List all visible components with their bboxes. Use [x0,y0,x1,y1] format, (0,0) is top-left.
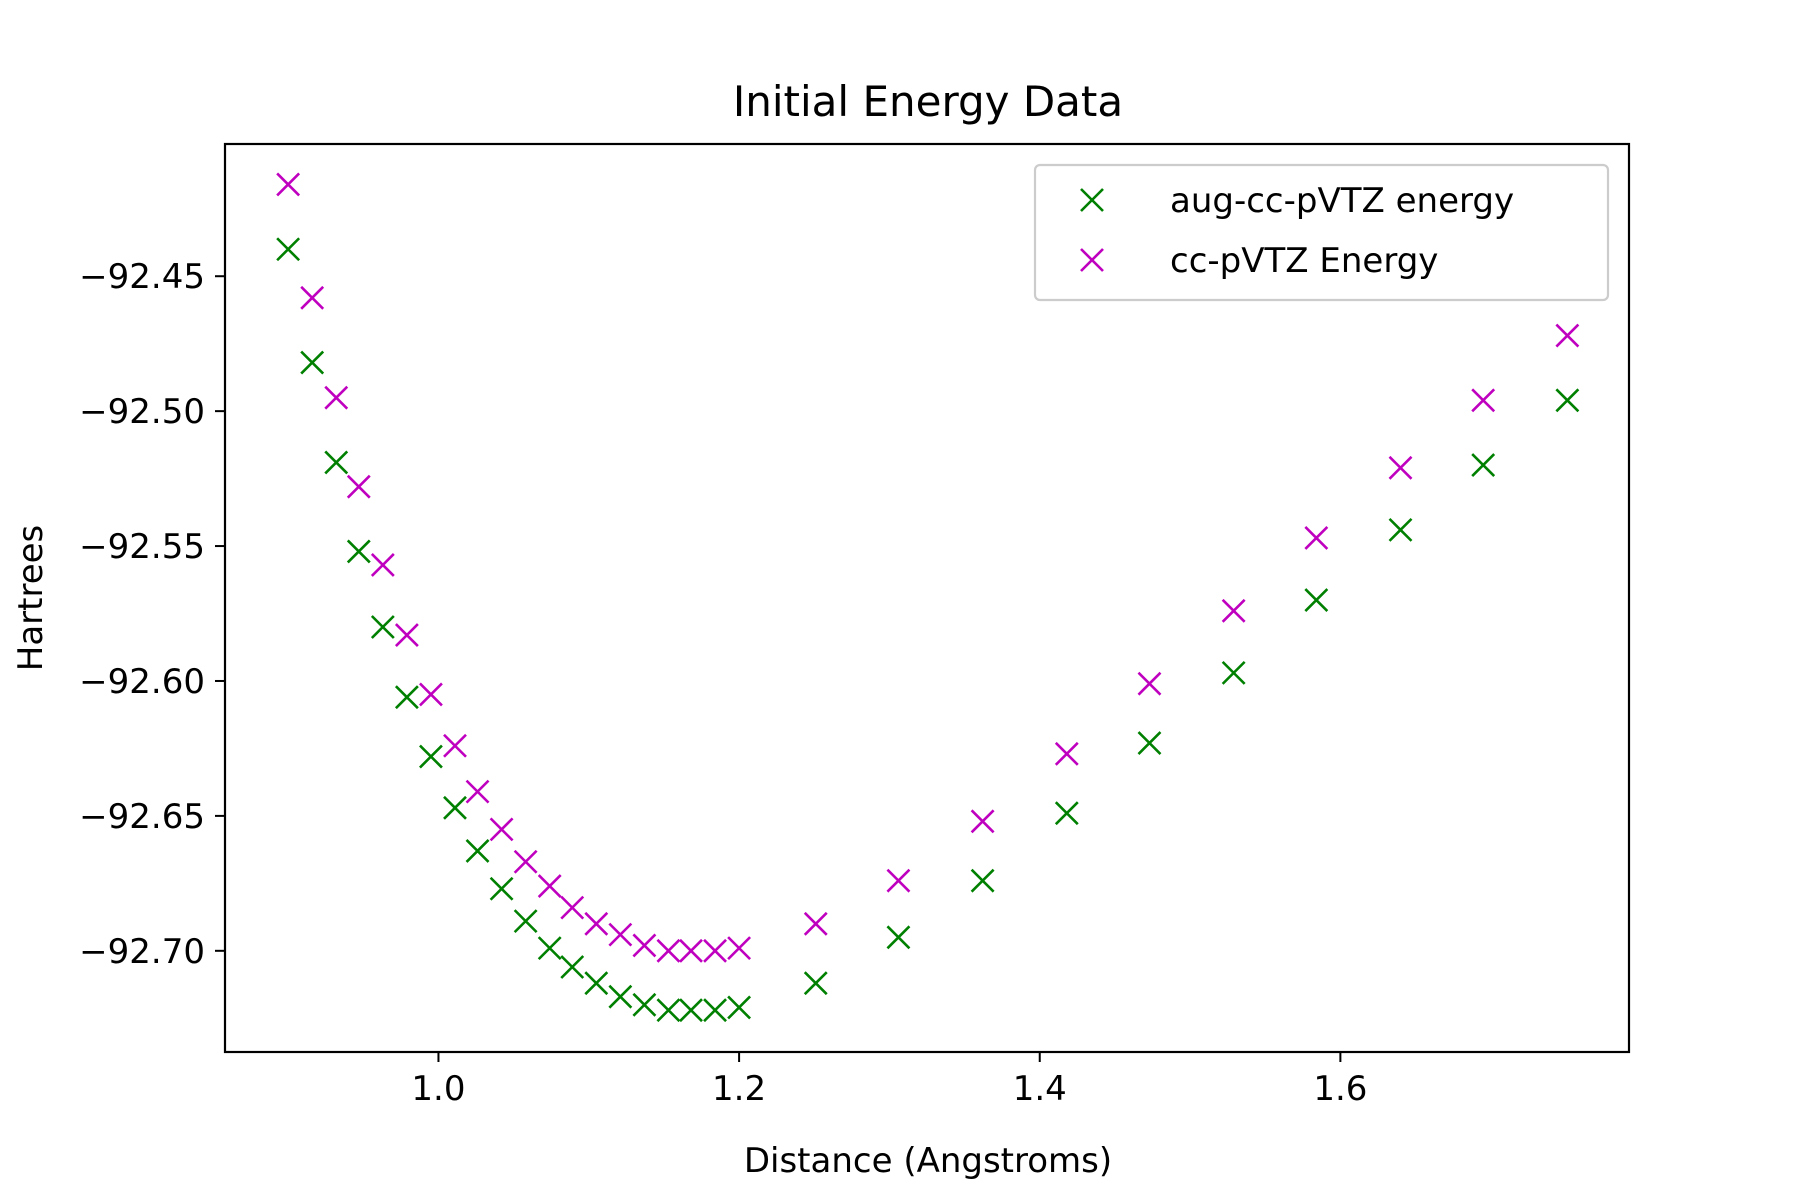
data-point [346,539,371,564]
data-point [679,998,703,1023]
legend: aug-cc-pVTZ energy cc-pVTZ Energy [1033,163,1610,302]
data-point [276,172,301,197]
data-point [584,971,609,996]
y-tick-label: −92.45 [79,257,205,297]
data-point [632,933,657,958]
data-point [560,895,585,920]
data-point [370,615,395,639]
data-point [886,925,911,950]
data-point [1137,671,1162,696]
x-tick-label: 1.2 [712,1069,766,1109]
data-point [537,936,562,961]
x-tick-label: 1.0 [411,1069,465,1109]
data-points [276,172,1580,1023]
y-axis-ticks: −92.45 −92.50 −92.55 −92.60 −92.65 −92.70 [79,257,225,972]
y-tick-label: −92.60 [79,662,205,702]
data-point [703,998,727,1023]
data-point [489,817,514,842]
data-point [1304,588,1329,612]
data-point [324,450,349,475]
data-point [656,938,681,963]
data-point [1137,731,1162,755]
data-point [886,868,911,893]
data-point [560,955,585,979]
y-tick-label: −92.55 [79,527,205,567]
plot-frame [223,142,1631,1054]
data-point [443,733,467,758]
data-point [419,744,443,769]
y-tick-label: −92.65 [79,797,205,837]
data-point [489,876,514,901]
chart-title: Initial Energy Data [733,77,1123,126]
data-point [370,553,395,577]
data-point [324,385,349,410]
data-point [394,623,419,648]
data-point [584,911,609,936]
data-point [465,779,490,804]
data-point [1555,388,1580,413]
y-tick-label: −92.50 [79,392,205,432]
x-axis-label: Distance (Angstroms) [744,1141,1112,1181]
data-point [394,685,419,710]
data-point [1221,660,1246,685]
series-2 [276,172,1580,963]
data-point [1054,801,1079,826]
data-point [300,350,325,375]
data-point [1471,388,1496,413]
x-tick-label: 1.4 [1013,1069,1067,1109]
data-point [276,237,301,262]
data-point [513,909,538,934]
data-point [803,911,828,936]
legend-entry: cc-pVTZ Energy [1080,241,1438,281]
data-point [1054,741,1079,766]
data-point [632,992,657,1017]
data-point [1471,453,1496,478]
data-point [1221,598,1246,623]
data-point [300,285,325,310]
data-point [656,998,681,1023]
data-point [703,938,727,963]
legend-label: aug-cc-pVTZ energy [1170,181,1514,221]
data-point [465,839,490,863]
data-point [727,936,752,961]
legend-marker [1080,188,1104,212]
legend-entry: aug-cc-pVTZ energy [1080,181,1514,221]
legend-frame [1033,163,1610,302]
data-point [970,809,995,834]
data-point [419,682,443,707]
data-point [513,849,538,874]
data-point [346,474,371,499]
data-point [679,938,703,963]
data-point [1304,526,1329,550]
data-point [803,971,828,996]
data-point [1388,517,1413,542]
y-axis-label: Hartrees [11,525,51,672]
legend-label: cc-pVTZ Energy [1170,241,1438,281]
data-point [970,868,995,893]
y-tick-label: −92.70 [79,932,205,972]
legend-marker [1080,248,1104,272]
x-axis-ticks: 1.0 1.2 1.4 1.6 [411,1052,1367,1109]
data-point [608,984,633,1009]
data-point [443,795,467,820]
data-point [608,922,633,947]
data-point [1555,323,1580,348]
data-point [537,874,562,898]
x-tick-label: 1.6 [1313,1069,1367,1109]
series-1 [276,237,1580,1023]
legend-entries: aug-cc-pVTZ energy cc-pVTZ Energy [1080,181,1514,281]
data-point [727,995,752,1020]
data-point [1388,455,1413,480]
